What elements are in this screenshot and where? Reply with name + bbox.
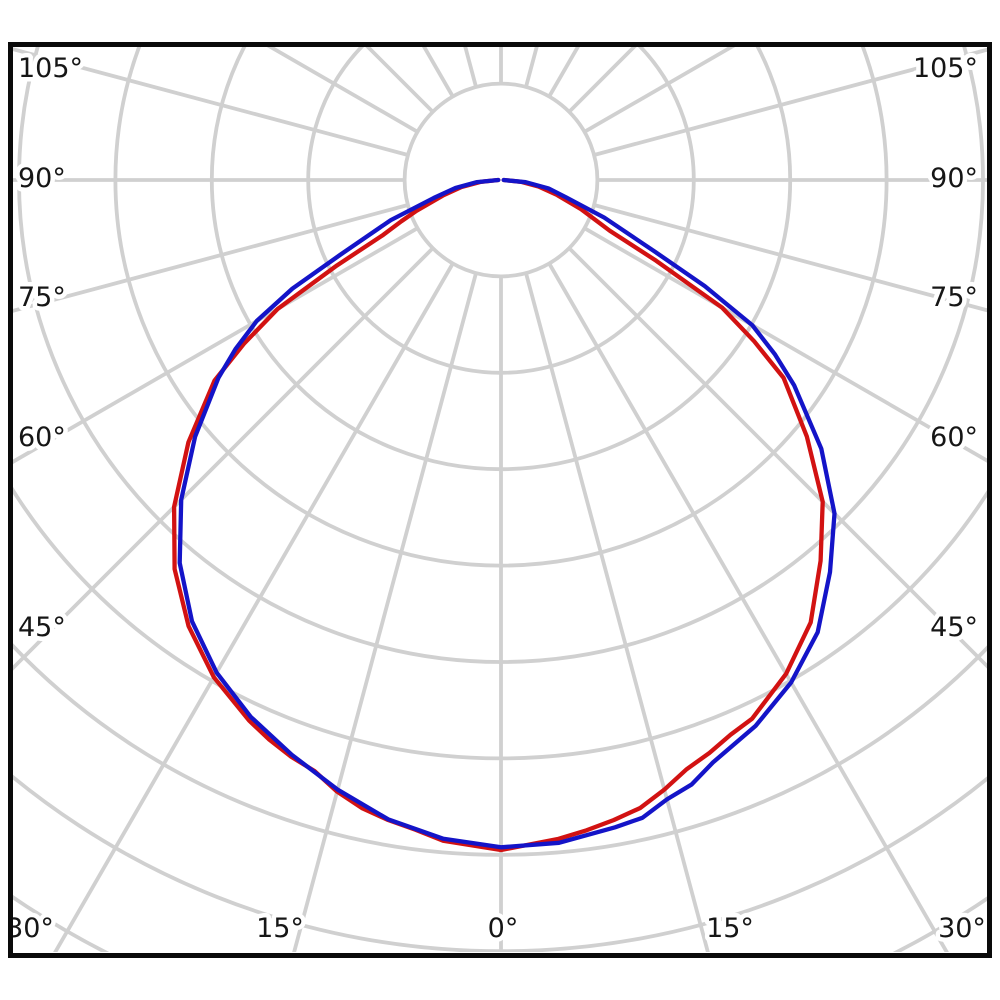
angle-label-right: 45° (930, 612, 978, 643)
red-curve (171, 177, 825, 853)
angle-label-left: 105° (18, 53, 83, 84)
grid-radial-line (583, 226, 987, 463)
angle-label-right: 75° (930, 282, 978, 313)
angle-label-left: 60° (18, 422, 66, 453)
angle-label-left: 45° (18, 612, 66, 643)
angle-label-bottom: 30° (938, 913, 986, 944)
grid-radial-line (13, 226, 419, 464)
grid-radial-line (524, 272, 710, 952)
angle-label-left: 90° (18, 163, 66, 194)
grid-radial-line (53, 262, 455, 952)
grid-radial-line (593, 203, 987, 313)
angle-labels: 105° 90° 75° 60° 45° 105° 90° 75° 60° 45° 30° 15° 0°… (2, 49, 991, 949)
grid-radial-line (567, 246, 987, 669)
grid-radial-line (13, 203, 409, 313)
angle-label-bottom: 0° (488, 913, 519, 944)
chart-frame (8, 42, 992, 958)
angle-label-bottom: 15° (256, 913, 304, 944)
angle-label-left: 75° (18, 282, 66, 313)
grid-radial-line (547, 262, 949, 952)
angle-label-bottom: 30° (6, 913, 54, 944)
grid-radial-line (13, 47, 409, 157)
angle-label-bottom: 15° (706, 913, 754, 944)
angle-label-right: 60° (930, 422, 978, 453)
angle-label-right: 90° (930, 163, 978, 194)
grid-radial-line (292, 272, 478, 952)
blue-curve (177, 177, 837, 850)
grid-radial-line (13, 246, 435, 671)
grid-radial-line (593, 47, 987, 157)
angle-label-right: 105° (913, 53, 978, 84)
